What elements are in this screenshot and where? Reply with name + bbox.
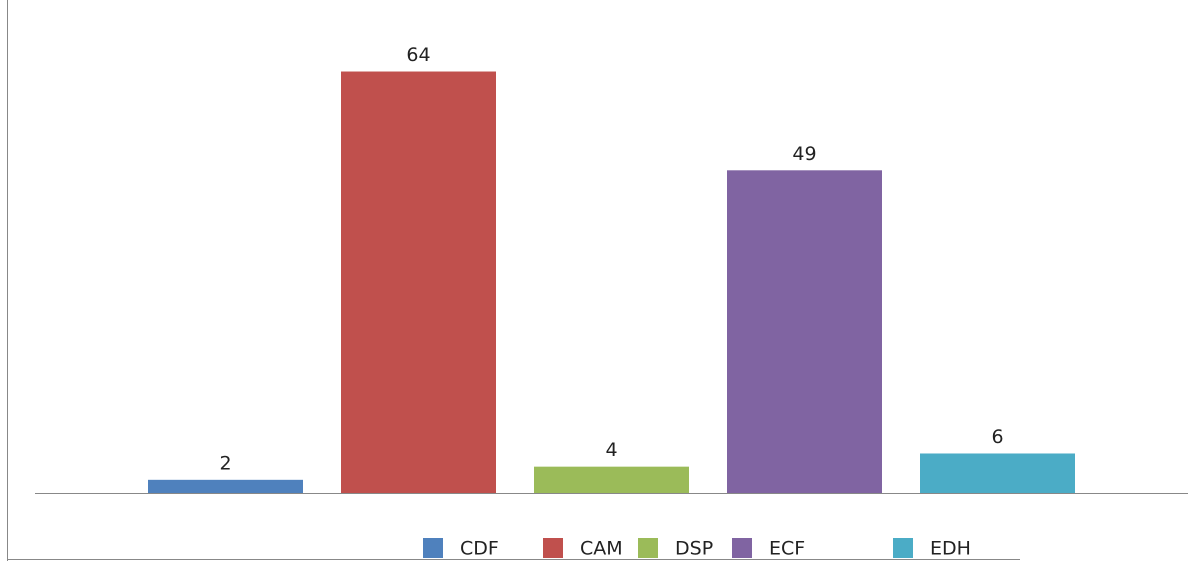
data-label: 4 bbox=[605, 439, 617, 461]
legend-swatch bbox=[732, 538, 752, 558]
legend-swatch bbox=[893, 538, 913, 558]
legend-swatch bbox=[543, 538, 563, 558]
bar bbox=[341, 71, 496, 493]
legend-label: EDH bbox=[930, 538, 971, 560]
legend-label: CDF bbox=[460, 538, 499, 560]
legend-label: CAM bbox=[580, 538, 623, 560]
legend-swatch bbox=[423, 538, 443, 558]
data-label: 6 bbox=[991, 426, 1003, 448]
data-label: 2 bbox=[219, 452, 231, 474]
data-label: 64 bbox=[406, 44, 430, 66]
bar bbox=[148, 479, 303, 493]
bar bbox=[727, 170, 882, 494]
legend-label: ECF bbox=[769, 538, 805, 560]
bar bbox=[920, 453, 1075, 493]
data-label: 49 bbox=[792, 143, 816, 165]
bar bbox=[534, 466, 689, 493]
legend-swatch bbox=[638, 538, 658, 558]
legend-label: DSP bbox=[675, 538, 713, 560]
